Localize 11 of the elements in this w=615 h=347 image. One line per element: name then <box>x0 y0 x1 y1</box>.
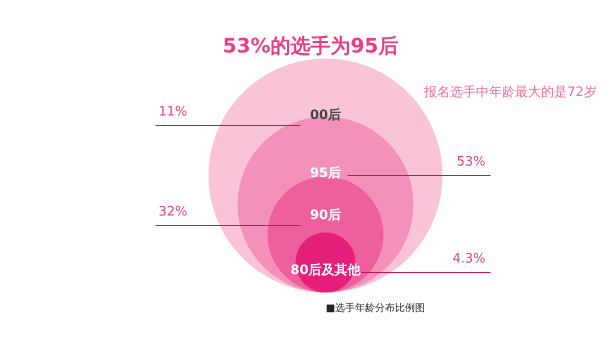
category-label: 00后 <box>310 107 342 123</box>
category-label: 80后及其他 <box>290 262 362 278</box>
data-label: 11% <box>158 104 188 120</box>
data-label: 53% <box>456 154 486 170</box>
text: 报名选手中年龄最大的是72岁 <box>423 85 597 100</box>
text: ■选手年龄分布比例图 <box>326 302 426 314</box>
data-label: 32% <box>158 204 188 220</box>
text: 53%的选手为95后 <box>222 34 398 58</box>
category-label: 95后 <box>310 165 342 181</box>
category-label: 90后 <box>310 207 342 223</box>
data-label: 4.3% <box>452 252 486 266</box>
